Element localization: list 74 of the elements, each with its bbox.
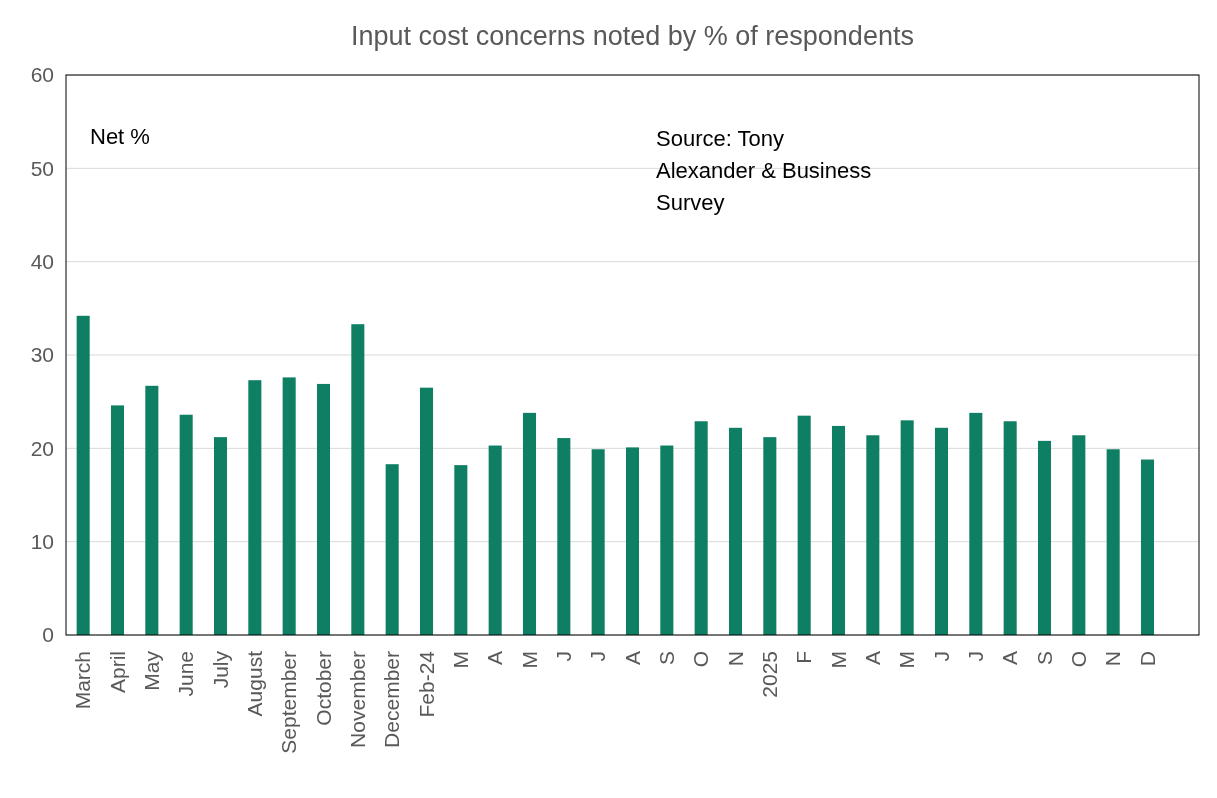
x-tick-label: S <box>654 651 678 666</box>
y-tick-label: 30 <box>30 343 54 367</box>
bar <box>763 437 777 635</box>
x-tick-label: N <box>723 651 747 667</box>
bar <box>660 445 674 635</box>
bar <box>76 315 90 635</box>
x-tick-label: June <box>174 651 198 697</box>
bar <box>694 421 708 635</box>
bar <box>797 415 811 635</box>
bar <box>1037 440 1052 635</box>
x-tick-label: November <box>345 651 369 748</box>
x-tick-label: October <box>311 651 335 726</box>
x-tick-label: J <box>551 651 575 662</box>
bar <box>831 425 846 635</box>
x-tick-label: March <box>71 651 95 710</box>
bar <box>351 324 365 635</box>
x-tick-label: S <box>1032 651 1056 666</box>
x-tick-label: A <box>998 651 1022 666</box>
bar <box>591 449 605 635</box>
bar <box>385 464 399 635</box>
x-tick-label: A <box>860 651 884 666</box>
bar <box>488 445 502 635</box>
annotation: Source: Tony Alexander & Business Survey <box>656 126 872 215</box>
bar <box>728 427 743 635</box>
x-tick-label: J <box>586 651 610 662</box>
y-tick-label: 60 <box>30 63 54 87</box>
x-tick-label: F <box>792 651 816 664</box>
x-tick-label: J <box>929 651 953 662</box>
y-tick-label: 20 <box>30 436 54 460</box>
x-tick-label: December <box>380 651 404 748</box>
x-tick-label: August <box>242 650 266 717</box>
chart-title: Input cost concerns noted by % of respondents <box>351 21 914 51</box>
bar <box>1140 459 1155 635</box>
x-tick-label: M <box>517 651 541 669</box>
x-tick-label: April <box>105 651 129 694</box>
bar <box>1003 421 1017 635</box>
x-tick-label: O <box>1066 651 1090 668</box>
bar <box>419 387 434 635</box>
bar <box>866 435 880 635</box>
x-tick-label: July <box>208 650 232 689</box>
bar <box>900 420 914 635</box>
annotation: Net % <box>90 124 150 149</box>
bar <box>1106 449 1120 635</box>
bar <box>1072 435 1086 635</box>
bar <box>454 465 468 635</box>
bar <box>213 437 228 635</box>
bar <box>522 412 537 635</box>
bar <box>282 377 296 635</box>
y-tick-label: 40 <box>30 250 54 274</box>
x-tick-label: September <box>277 651 301 754</box>
y-tick-label: 0 <box>42 623 54 647</box>
y-tick-label: 50 <box>30 156 54 180</box>
bar <box>625 447 640 635</box>
bar <box>179 414 193 635</box>
x-tick-label: A <box>620 651 644 666</box>
y-tick-label: 10 <box>30 530 54 554</box>
x-tick-label: 2025 <box>757 651 781 698</box>
x-tick-label: May <box>139 650 163 691</box>
x-tick-label: Feb-24 <box>414 650 438 718</box>
x-tick-label: A <box>483 651 507 666</box>
bar <box>557 438 571 635</box>
x-tick-label: D <box>1135 651 1159 667</box>
bar <box>969 412 983 635</box>
bar <box>145 385 159 635</box>
x-tick-label: M <box>895 651 919 669</box>
bar <box>934 427 949 635</box>
bar <box>248 380 262 635</box>
x-tick-label: M <box>448 651 472 669</box>
x-tick-label: O <box>689 651 713 668</box>
x-tick-label: M <box>826 651 850 669</box>
bar <box>316 383 331 635</box>
x-tick-label: J <box>963 651 987 662</box>
x-tick-label: N <box>1101 651 1125 667</box>
bar <box>110 405 125 635</box>
